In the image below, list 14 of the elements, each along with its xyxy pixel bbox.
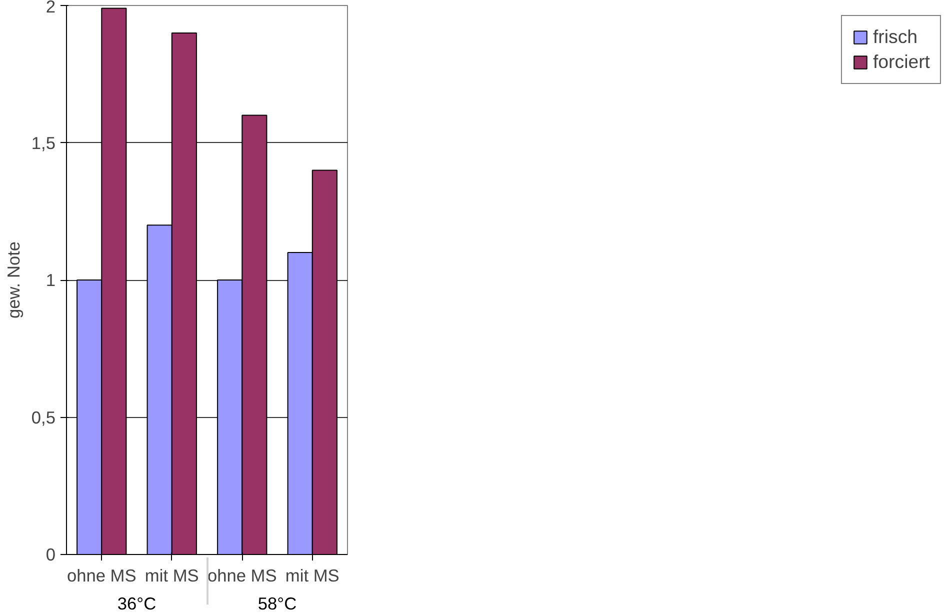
y-tick-label: 1	[46, 270, 56, 290]
y-axis-title: gew. Note	[3, 241, 24, 319]
x-tick-label: ohne MS	[66, 566, 136, 586]
y-tick-label: 2	[46, 0, 56, 16]
legend-label: frisch	[872, 26, 918, 48]
text: 36°C	[117, 594, 156, 614]
x-tick-label: mit MS	[285, 566, 340, 586]
legend-label: forciert	[872, 51, 930, 73]
y-tick-label: 1,5	[31, 132, 56, 153]
x-tick-label: ohne MS	[207, 566, 277, 586]
y-tick-label: 0	[46, 544, 56, 564]
x-tick-label: mit MS	[144, 566, 199, 586]
text: 58°C	[258, 594, 297, 614]
y-tick-label: 0,5	[31, 407, 56, 428]
